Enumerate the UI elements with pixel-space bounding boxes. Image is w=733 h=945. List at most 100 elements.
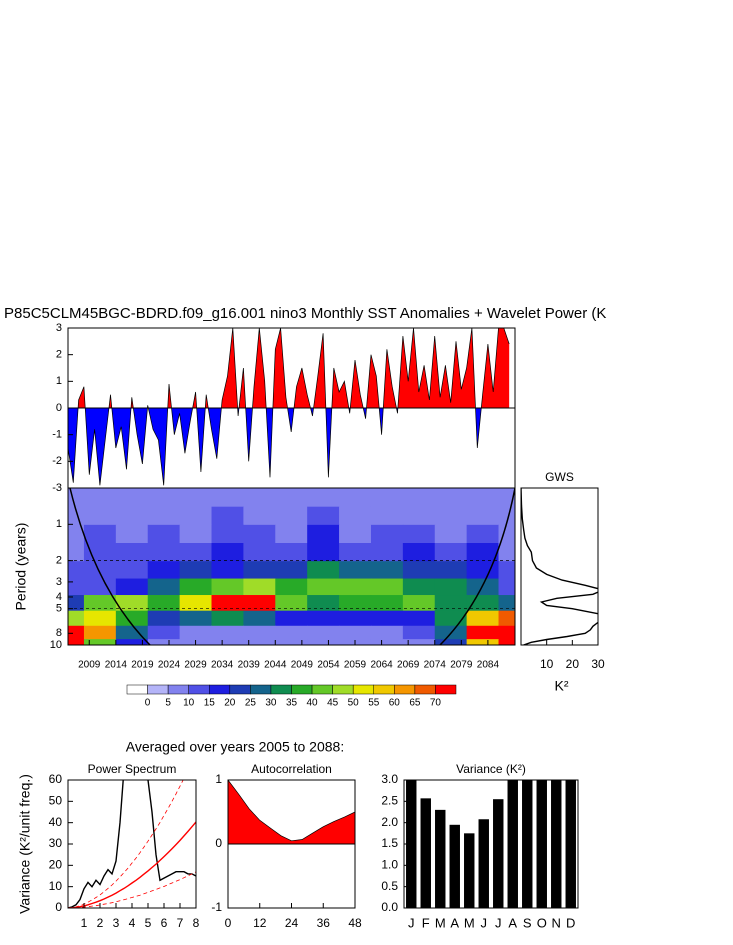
x-tick-label: M [464,915,475,930]
bar [420,798,431,908]
power-cell [243,488,276,508]
x-tick-label: J [481,915,488,930]
y-tick-label: 3 [56,322,62,334]
y-tick-label: 40 [49,815,63,829]
power-cell [466,524,500,544]
colorbar-box [209,684,231,695]
y-tick-label: 3 [56,576,62,588]
plot-area [406,780,576,908]
x-tick-label: 2049 [291,660,314,671]
colorbar-box [414,684,436,695]
colorbar-label: 55 [368,698,380,709]
colorbar-label: 10 [183,698,195,709]
colorbar-label: 70 [430,698,442,709]
x-tick-label: J [408,915,415,930]
x-tick-label: 2034 [211,660,234,671]
power-cell [466,561,500,580]
power-cell [243,543,276,562]
power-cell [211,595,244,612]
plot-area [521,488,598,645]
power-cell [275,595,308,612]
power-cell [307,578,340,596]
power-cell [275,578,308,596]
figure-title: P85C5CLM45BGC-BDRD.f09_g16.001 nino3 Mon… [4,305,606,322]
colorbar-label: 65 [409,698,421,709]
power-cell [402,524,436,544]
power-cell [498,610,515,627]
power-cell [243,595,276,612]
power-cell [498,625,515,640]
y-tick-label: -2 [52,455,62,467]
power-cell [211,610,244,627]
x-tick-label: 36 [317,916,331,930]
power-cell [434,561,468,580]
power-cell [115,543,149,562]
y-tick-label: 0.5 [381,879,398,893]
cone-of-influence [69,488,515,645]
power-cell [147,595,181,612]
y-tick-label: 1 [215,772,222,786]
power-cell [68,578,85,596]
colorbar-box [229,684,251,695]
power-cell [307,506,340,526]
colorbar-box [291,684,313,695]
x-tick-label: 8 [193,916,200,930]
power-cell [115,506,149,526]
series-line [68,871,196,908]
x-tick-label: 2084 [477,660,500,671]
power-cell [275,610,308,627]
power-cell [275,488,308,508]
power-cell [243,610,276,627]
power-cell [147,610,181,627]
colorbar-box [332,684,354,695]
power-cell [370,578,404,596]
power-cell [434,595,468,612]
power-cell [498,639,515,645]
power-cell [68,639,85,645]
x-tick-label: 2024 [158,660,181,671]
power-cell [179,561,213,580]
power-cell [466,506,500,526]
power-cell [402,543,436,562]
power-cell [307,543,340,562]
colorbar-box [167,684,189,695]
power-cell [115,488,149,508]
power-cell [339,595,372,612]
power-cell [498,543,515,562]
x-tick-label: 7 [177,916,184,930]
power-cell [339,578,372,596]
power-cell [466,488,500,508]
y-tick-label: 3.0 [381,772,398,786]
power-cell [179,595,213,612]
y-tick-label: 4 [56,591,62,603]
power-cell [211,639,244,645]
power-cell [211,506,244,526]
power-cell [147,639,181,645]
area-positive [228,780,355,844]
power-cell [370,639,404,645]
y-tick-label: -1 [52,429,62,441]
x-tick-label: 2 [97,916,104,930]
power-cell [307,488,340,508]
x-tick-label: 10 [540,657,554,671]
y-tick-label: 8 [56,627,62,639]
power-cell [243,561,276,580]
y-tick-label: 0 [55,900,62,914]
y-tick-label: 20 [49,858,63,872]
power-cell [275,639,308,645]
x-tick-label: 2039 [238,660,261,671]
power-cell [339,488,372,508]
x-tick-label: 2064 [370,660,393,671]
y-tick-label: 10 [49,879,63,893]
x-tick-label: A [508,915,517,930]
power-cell [83,488,117,508]
power-cell [466,639,500,645]
x-tick-label: 2014 [105,660,128,671]
power-cell [466,578,500,596]
power-cell [243,506,276,526]
power-cell [211,543,244,562]
power-cell [307,639,340,645]
plot-area [68,488,515,645]
power-cell [370,488,404,508]
